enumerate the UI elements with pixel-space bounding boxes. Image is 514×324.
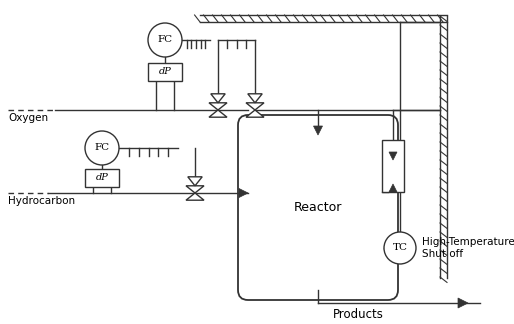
Text: dP: dP (96, 173, 108, 182)
Bar (85, 169, 119, 187)
Bar (148, 63, 182, 81)
Polygon shape (246, 103, 264, 110)
Polygon shape (188, 177, 202, 186)
Text: Products: Products (333, 308, 384, 321)
Text: FC: FC (95, 144, 109, 153)
Polygon shape (389, 152, 397, 160)
Text: Oxygen: Oxygen (8, 113, 48, 123)
Polygon shape (186, 186, 204, 193)
Text: Hydrocarbon: Hydrocarbon (8, 196, 75, 206)
Polygon shape (458, 298, 468, 308)
Circle shape (384, 232, 416, 264)
Circle shape (85, 131, 119, 165)
Bar (382, 140, 404, 192)
Polygon shape (211, 94, 225, 103)
Text: dP: dP (159, 67, 171, 76)
Polygon shape (248, 94, 262, 103)
Polygon shape (246, 110, 264, 117)
FancyBboxPatch shape (238, 115, 398, 300)
Text: TC: TC (393, 244, 408, 252)
Text: FC: FC (157, 36, 173, 44)
Text: Reactor: Reactor (294, 201, 342, 214)
Polygon shape (239, 189, 248, 198)
Text: High-Temperature
Shut off: High-Temperature Shut off (422, 237, 514, 259)
Circle shape (148, 23, 182, 57)
Polygon shape (209, 103, 227, 110)
Polygon shape (389, 184, 397, 192)
Polygon shape (209, 110, 227, 117)
Polygon shape (186, 193, 204, 200)
Polygon shape (314, 126, 322, 135)
